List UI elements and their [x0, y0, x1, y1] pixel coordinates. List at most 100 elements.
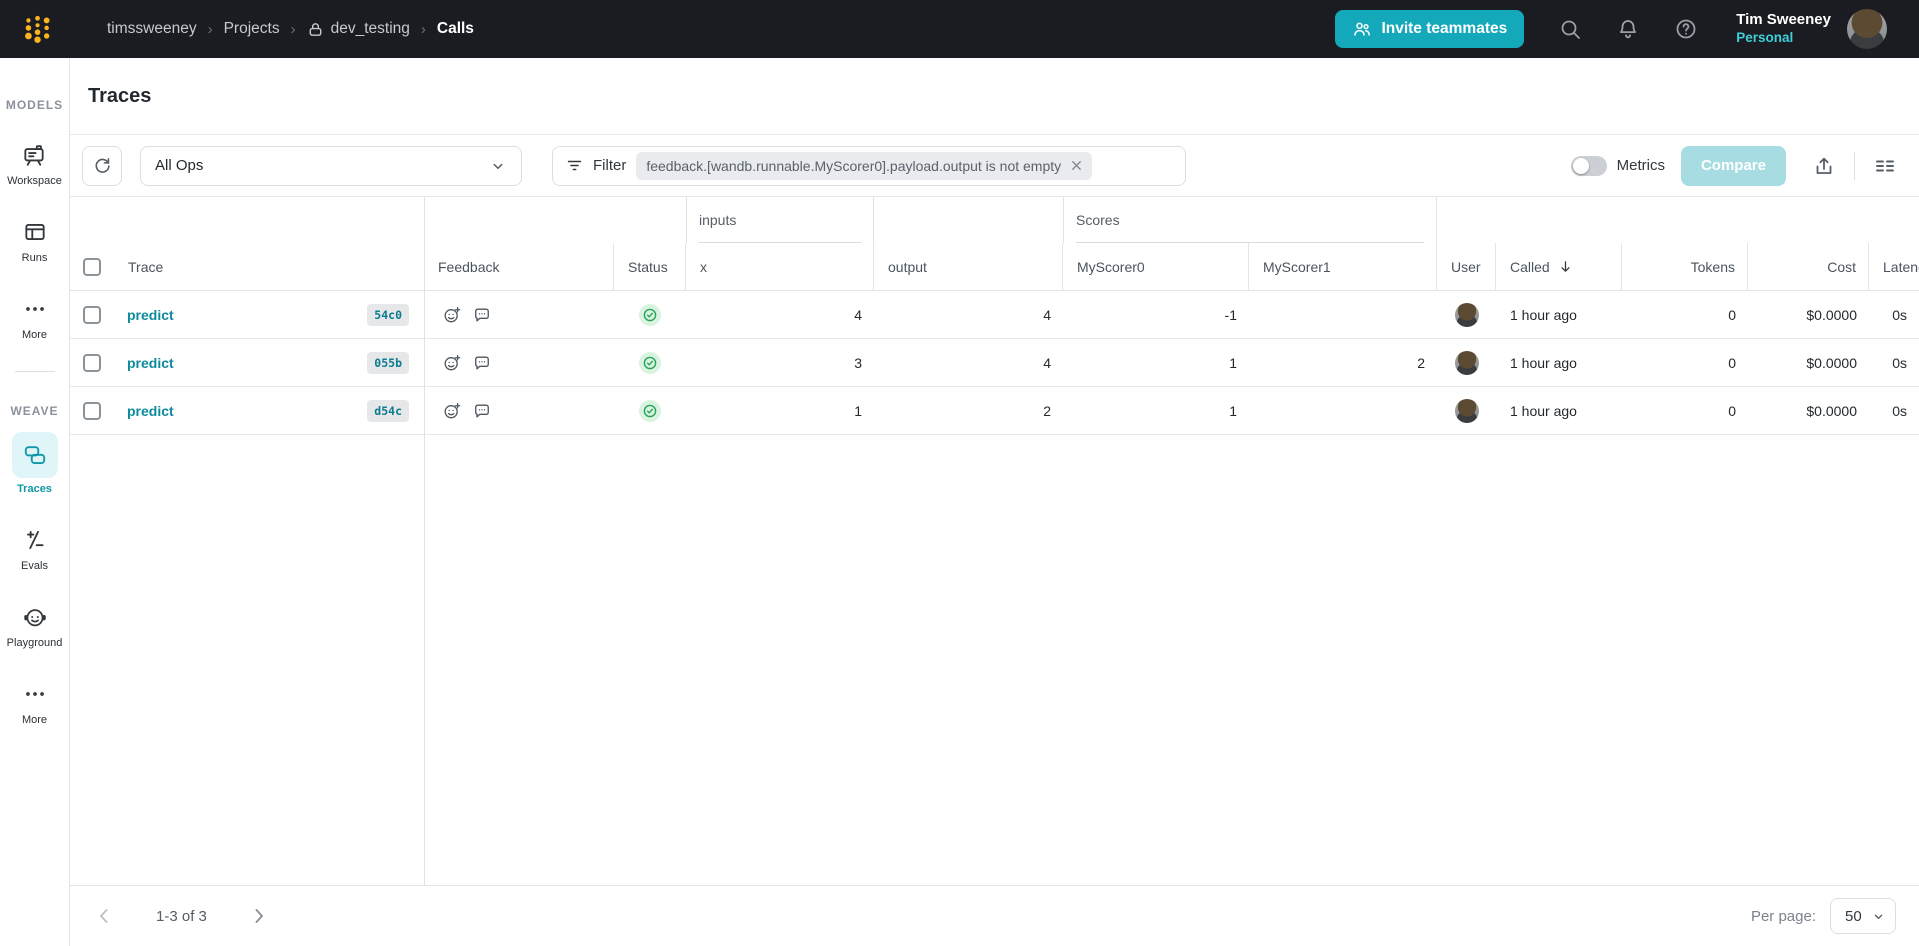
header-myscorer0[interactable]: MyScorer0: [1063, 243, 1249, 290]
table-row[interactable]: predict 055b 3 4 1 2 1 hour ago 0 $0.000…: [70, 339, 1919, 387]
sidebar-item-evals[interactable]: Evals: [21, 527, 48, 572]
next-page-icon[interactable]: [247, 904, 271, 928]
filter-bar[interactable]: Filter feedback.[wandb.runnable.MyScorer…: [552, 145, 1186, 186]
sidebar-item-workspace[interactable]: Workspace: [7, 142, 62, 187]
cell-myscorer0: 1: [1229, 402, 1237, 419]
trace-id-badge[interactable]: 055b: [367, 351, 409, 374]
table-row[interactable]: predict d54c 1 2 1 1 hour ago 0 $0.0000 …: [70, 387, 1919, 435]
sidebar-section-weave: WEAVE: [10, 404, 59, 418]
header-myscorer1[interactable]: MyScorer1: [1249, 243, 1437, 290]
trace-op-link[interactable]: predict: [127, 402, 174, 419]
sidebar-item-playground[interactable]: Playground: [7, 604, 62, 649]
per-page-control: Per page: 50: [1751, 898, 1896, 934]
compare-button[interactable]: Compare: [1680, 145, 1786, 186]
add-reaction-icon[interactable]: [442, 353, 462, 373]
search-icon[interactable]: [1558, 17, 1582, 41]
cell-called: 1 hour ago: [1510, 306, 1577, 323]
sidebar-item-runs[interactable]: Runs: [22, 219, 48, 264]
workspace-board-icon: [21, 142, 47, 168]
user-avatar[interactable]: [1454, 350, 1479, 375]
status-success-icon: [639, 303, 661, 326]
ellipsis-icon: [22, 681, 48, 707]
breadcrumb-projects[interactable]: Projects: [223, 20, 280, 37]
select-all-checkbox[interactable]: [83, 257, 101, 276]
per-page-select[interactable]: 50: [1830, 898, 1896, 934]
sidebar-item-label: More: [21, 329, 48, 341]
sidebar-item-label: More: [21, 714, 48, 726]
header-feedback[interactable]: Feedback: [424, 243, 614, 290]
header-trace[interactable]: Trace: [128, 258, 164, 275]
runs-table-icon: [22, 219, 48, 245]
sidebar: MODELS Workspace Runs More WEAVE Traces …: [0, 58, 70, 946]
row-checkbox[interactable]: [83, 401, 101, 420]
notifications-bell-icon[interactable]: [1616, 17, 1640, 41]
traces-active-pill: [11, 432, 58, 478]
op-filter-select[interactable]: All Ops: [140, 145, 522, 186]
header-latency[interactable]: Latency: [1883, 258, 1919, 275]
header-tokens[interactable]: Tokens: [1622, 243, 1748, 290]
breadcrumb-separator-icon: ›: [420, 20, 426, 38]
user-menu[interactable]: Tim Sweeney Personal: [1736, 11, 1831, 47]
add-reaction-icon[interactable]: [442, 401, 462, 421]
sidebar-item-more-weave[interactable]: More: [22, 681, 48, 726]
metrics-toggle[interactable]: [1570, 155, 1607, 176]
help-icon[interactable]: [1674, 17, 1698, 41]
header-output[interactable]: output: [874, 243, 1063, 290]
comment-icon[interactable]: [472, 401, 492, 421]
header-called[interactable]: Called: [1496, 243, 1622, 290]
sidebar-item-traces[interactable]: Traces: [11, 432, 58, 495]
export-icon[interactable]: [1812, 154, 1836, 178]
sidebar-section-models: MODELS: [5, 98, 64, 112]
sidebar-item-label: Runs: [21, 252, 48, 264]
trace-op-link[interactable]: predict: [127, 354, 174, 371]
cell-cost: $0.0000: [1806, 402, 1857, 419]
header-status[interactable]: Status: [614, 243, 686, 290]
invite-teammates-button[interactable]: Invite teammates: [1335, 10, 1525, 48]
header-user[interactable]: User: [1437, 243, 1496, 290]
header-input-x[interactable]: x: [686, 243, 874, 290]
breadcrumb-separator-icon: ›: [207, 20, 213, 38]
header-cost[interactable]: Cost: [1748, 243, 1869, 290]
breadcrumb-entity[interactable]: timssweeney: [107, 20, 197, 37]
user-avatar[interactable]: [1454, 302, 1479, 327]
people-icon: [1352, 19, 1372, 39]
table-row[interactable]: predict 54c0 4 4 -1 1 hour ago 0 $0.0000…: [70, 291, 1919, 339]
breadcrumb-calls: Calls: [436, 20, 474, 37]
comment-icon[interactable]: [472, 305, 492, 325]
close-icon[interactable]: [1069, 158, 1084, 173]
filter-chip[interactable]: feedback.[wandb.runnable.MyScorer0].payl…: [636, 151, 1093, 180]
sidebar-item-more-models[interactable]: More: [22, 296, 48, 341]
trace-id-badge[interactable]: d54c: [367, 399, 409, 422]
trace-id-badge[interactable]: 54c0: [367, 303, 409, 326]
filter-label: Filter: [593, 157, 627, 174]
op-filter-value: All Ops: [155, 157, 204, 174]
evals-plus-minus-icon: [22, 527, 48, 553]
sort-descending-icon[interactable]: [1557, 258, 1574, 275]
user-avatar[interactable]: [1454, 398, 1479, 423]
status-success-icon: [639, 399, 661, 422]
breadcrumb-project-label: dev_testing: [330, 20, 410, 37]
breadcrumb-project[interactable]: dev_testing: [307, 20, 410, 38]
cell-myscorer0: 1: [1229, 354, 1237, 371]
cell-myscorer1: 2: [1417, 354, 1425, 371]
refresh-icon: [92, 155, 113, 176]
row-checkbox[interactable]: [83, 353, 101, 372]
cell-called: 1 hour ago: [1510, 402, 1577, 419]
cell-latency: 0s: [1892, 402, 1907, 419]
cell-myscorer1: [1249, 291, 1437, 338]
add-reaction-icon[interactable]: [442, 305, 462, 325]
row-checkbox[interactable]: [83, 305, 101, 324]
sidebar-divider: [14, 371, 55, 372]
breadcrumb: timssweeney › Projects › dev_testing › C…: [107, 20, 474, 38]
refresh-button[interactable]: [82, 145, 122, 186]
main-content: Traces All Ops Filter feedback.[wandb.ru…: [70, 58, 1919, 946]
user-name: Tim Sweeney: [1736, 11, 1831, 29]
wandb-logo-icon[interactable]: [22, 14, 52, 44]
manage-columns-icon[interactable]: [1873, 154, 1897, 178]
user-avatar[interactable]: [1847, 9, 1887, 49]
comment-icon[interactable]: [472, 353, 492, 373]
robot-icon: [22, 604, 48, 630]
previous-page-icon[interactable]: [92, 904, 116, 928]
user-scope: Personal: [1736, 29, 1794, 45]
trace-op-link[interactable]: predict: [127, 306, 174, 323]
